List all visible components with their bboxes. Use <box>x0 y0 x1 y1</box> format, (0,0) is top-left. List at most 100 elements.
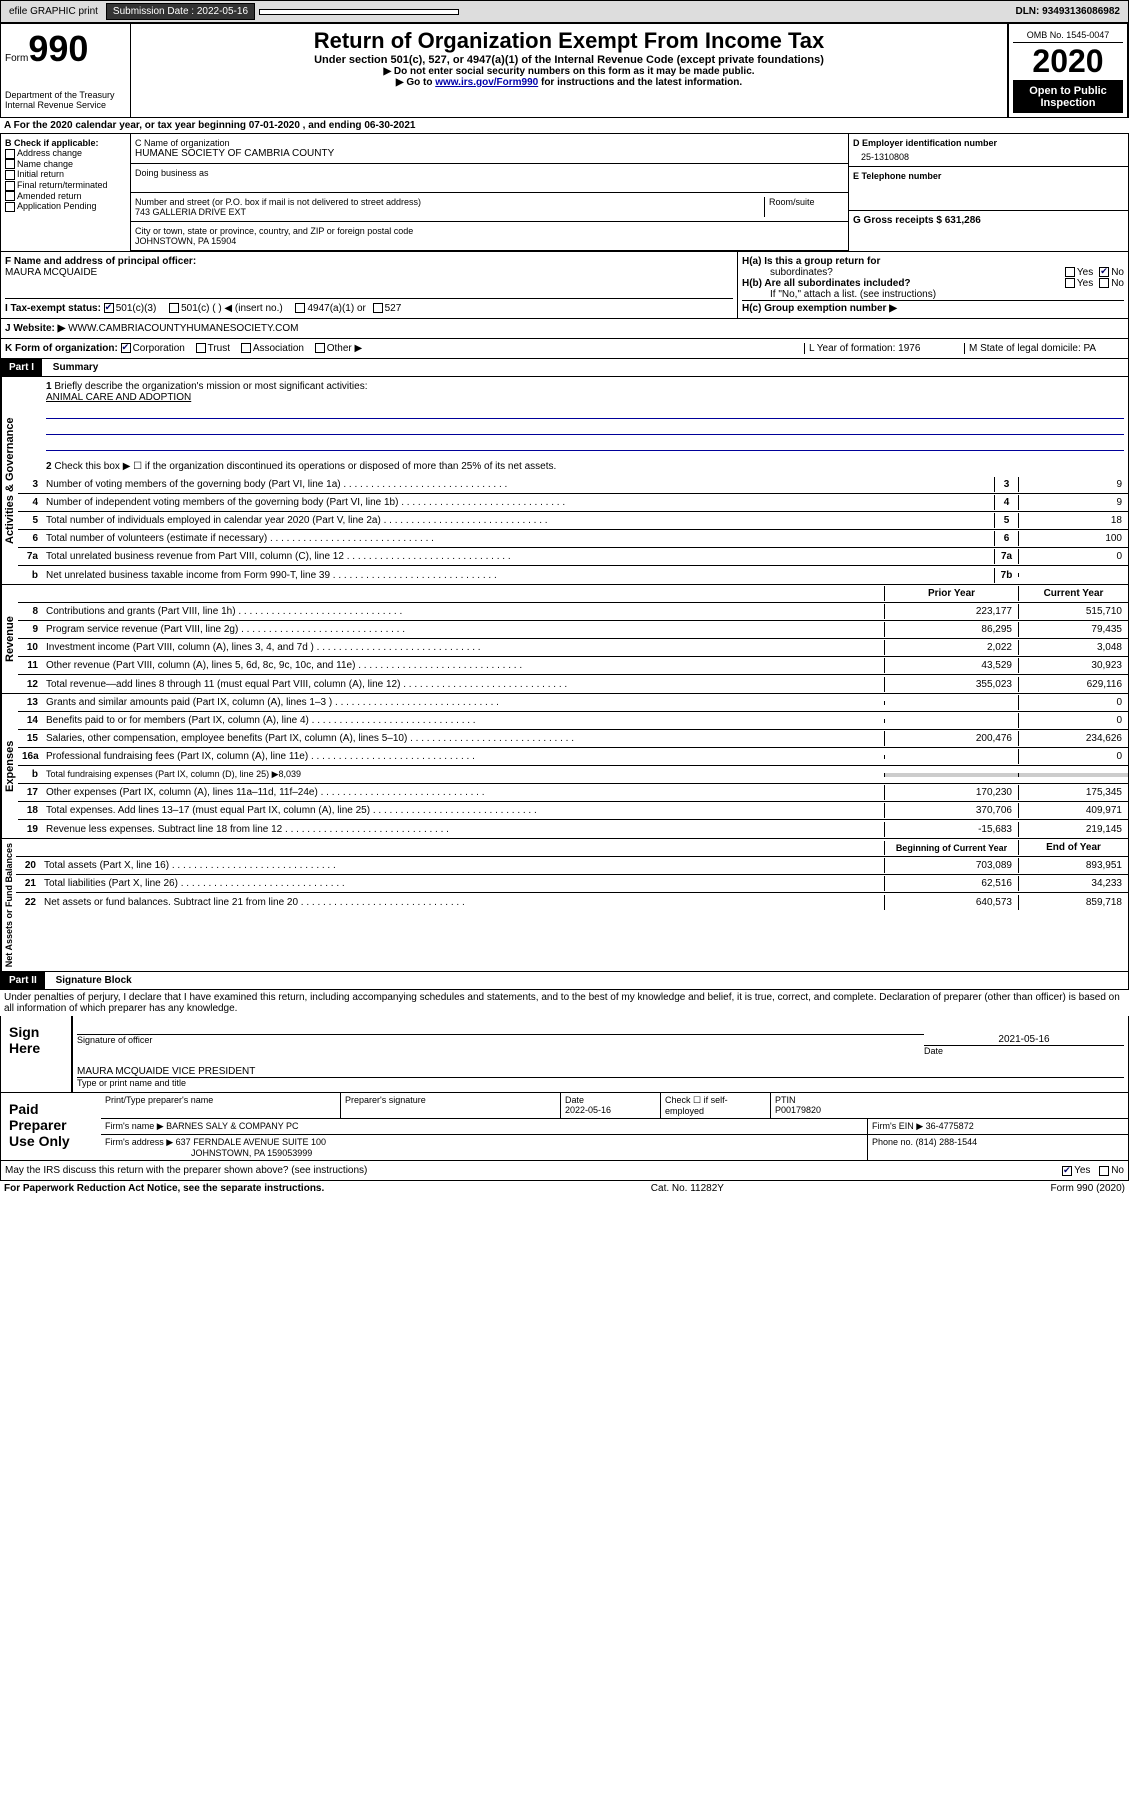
line-22: 22 Net assets or fund balances. Subtract… <box>16 893 1128 911</box>
ha-no-checkbox[interactable] <box>1099 267 1109 277</box>
501c3-checkbox[interactable] <box>104 303 114 313</box>
firm-name: BARNES SALY & COMPANY PC <box>166 1121 298 1131</box>
line-18: 18 Total expenses. Add lines 13–17 (must… <box>18 802 1128 820</box>
street-value: 743 GALLERIA DRIVE EXT <box>135 207 764 217</box>
part1-title: Summary <box>45 359 107 376</box>
4947-checkbox[interactable] <box>295 303 305 313</box>
trust-checkbox[interactable] <box>196 343 206 353</box>
room-label: Room/suite <box>764 197 844 217</box>
line-7a: 7a Total unrelated business revenue from… <box>18 548 1128 566</box>
form990-link[interactable]: www.irs.gov/Form990 <box>435 77 538 88</box>
subtitle: Under section 501(c), 527, or 4947(a)(1)… <box>135 54 1003 66</box>
line-4: 4 Number of independent voting members o… <box>18 494 1128 512</box>
main-title: Return of Organization Exempt From Incom… <box>135 28 1003 54</box>
part1-header-row: Part I Summary <box>0 359 1129 377</box>
line-14: 14 Benefits paid to or for members (Part… <box>18 712 1128 730</box>
discuss-no-checkbox[interactable] <box>1099 1166 1109 1176</box>
cat-number: Cat. No. 11282Y <box>651 1183 724 1194</box>
discuss-row: May the IRS discuss this return with the… <box>0 1161 1129 1181</box>
officer-label: F Name and address of principal officer: <box>5 256 733 267</box>
prior-year-header: Prior Year <box>884 586 1018 601</box>
hb-no-checkbox[interactable] <box>1099 278 1109 288</box>
application-pending-checkbox[interactable] <box>5 202 15 212</box>
tax-exempt-label: I Tax-exempt status: <box>5 303 101 314</box>
527-checkbox[interactable] <box>373 303 383 313</box>
other-org-checkbox[interactable] <box>315 343 325 353</box>
form-number: 990 <box>28 28 88 69</box>
firm-phone: (814) 288-1544 <box>916 1137 978 1147</box>
discuss-yes-checkbox[interactable] <box>1062 1166 1072 1176</box>
discuss-text: May the IRS discuss this return with the… <box>5 1165 1062 1176</box>
corporation-checkbox[interactable] <box>121 343 131 353</box>
line-b: b Net unrelated business taxable income … <box>18 566 1128 584</box>
omb-number: OMB No. 1545-0047 <box>1013 28 1123 43</box>
sig-date-label: Date <box>924 1045 1124 1056</box>
initial-return-checkbox[interactable] <box>5 170 15 180</box>
line-20: 20 Total assets (Part X, line 16) 703,08… <box>16 857 1128 875</box>
association-checkbox[interactable] <box>241 343 251 353</box>
prep-sig-label: Preparer's signature <box>341 1093 561 1118</box>
website-value: WWW.CAMBRIACOUNTYHUMANESOCIETY.COM <box>68 323 298 334</box>
line-b: b Total fundraising expenses (Part IX, c… <box>18 766 1128 784</box>
hb-yes-checkbox[interactable] <box>1065 278 1075 288</box>
hb-label: H(b) Are all subordinates included? <box>742 278 1065 289</box>
revenue-section: Revenue Prior Year Current Year 8 Contri… <box>0 585 1129 694</box>
part2-header-row: Part II Signature Block <box>0 972 1129 990</box>
section-c: C Name of organization HUMANE SOCIETY OF… <box>131 134 848 251</box>
year-box: OMB No. 1545-0047 2020 Open to Public In… <box>1008 24 1128 117</box>
form-number-box: Form990 Department of the Treasury Inter… <box>1 24 131 117</box>
line-17: 17 Other expenses (Part IX, column (A), … <box>18 784 1128 802</box>
prep-name-label: Print/Type preparer's name <box>101 1093 341 1118</box>
end-year-header: End of Year <box>1018 840 1128 855</box>
submission-date-button[interactable]: Submission Date : 2022-05-16 <box>106 3 255 20</box>
street-label: Number and street (or P.O. box if mail i… <box>135 197 764 207</box>
amended-return-checkbox[interactable] <box>5 191 15 201</box>
prep-date-value: 2022-05-16 <box>565 1105 611 1115</box>
line-6: 6 Total number of volunteers (estimate i… <box>18 530 1128 548</box>
firm-address2: JOHNSTOWN, PA 159053999 <box>105 1148 312 1158</box>
period-row: A For the 2020 calendar year, or tax yea… <box>0 118 1129 134</box>
q1-text: Briefly describe the organization's miss… <box>54 381 367 392</box>
part1-badge: Part I <box>1 359 42 376</box>
final-return-checkbox[interactable] <box>5 181 15 191</box>
current-year-header: Current Year <box>1018 586 1128 601</box>
officer-name: MAURA MCQUAIDE <box>5 267 733 278</box>
governance-section: Activities & Governance 1 Briefly descri… <box>0 377 1129 585</box>
sign-here-label: Sign Here <box>1 1016 71 1092</box>
website-row: J Website: ▶ WWW.CAMBRIACOUNTYHUMANESOCI… <box>0 319 1129 339</box>
form-label: Form <box>5 53 28 64</box>
ha-yes-checkbox[interactable] <box>1065 267 1075 277</box>
name-change-checkbox[interactable] <box>5 159 15 169</box>
revenue-vlabel: Revenue <box>1 585 18 693</box>
line-9: 9 Program service revenue (Part VIII, li… <box>18 621 1128 639</box>
dept-label: Department of the Treasury Internal Reve… <box>5 90 126 110</box>
line-13: 13 Grants and similar amounts paid (Part… <box>18 694 1128 712</box>
ha-label: H(a) Is this a group return for <box>742 256 1124 267</box>
gross-receipts: G Gross receipts $ 631,286 <box>853 215 1124 226</box>
hc-label: H(c) Group exemption number ▶ <box>742 300 1124 314</box>
efile-label: efile GRAPHIC print <box>3 4 104 19</box>
line-3: 3 Number of voting members of the govern… <box>18 476 1128 494</box>
open-public-badge: Open to Public Inspection <box>1013 81 1123 113</box>
tax-year: 2020 <box>1013 43 1123 81</box>
line-19: 19 Revenue less expenses. Subtract line … <box>18 820 1128 838</box>
header-title-box: Return of Organization Exempt From Incom… <box>131 24 1008 117</box>
officer-printed-name: MAURA MCQUAIDE VICE PRESIDENT <box>77 1066 1124 1077</box>
section-b-label: B Check if applicable: <box>5 138 126 148</box>
part2-badge: Part II <box>1 972 45 989</box>
topbar: efile GRAPHIC print Submission Date : 20… <box>0 0 1129 23</box>
blank-button[interactable] <box>259 9 459 15</box>
501c-checkbox[interactable] <box>169 303 179 313</box>
prep-self-employed: Check ☐ if self-employed <box>661 1093 771 1118</box>
governance-vlabel: Activities & Governance <box>1 377 18 584</box>
paperwork-notice: For Paperwork Reduction Act Notice, see … <box>4 1183 324 1194</box>
line-5: 5 Total number of individuals employed i… <box>18 512 1128 530</box>
instruction-2: ▶ Go to www.irs.gov/Form990 for instruct… <box>135 77 1003 88</box>
city-label: City or town, state or province, country… <box>135 226 844 236</box>
form-header: Form990 Department of the Treasury Inter… <box>0 23 1129 118</box>
netassets-section: Net Assets or Fund Balances Beginning of… <box>0 839 1129 972</box>
section-abcdeg: B Check if applicable: Address change Na… <box>0 134 1129 252</box>
firm-address: 637 FERNDALE AVENUE SUITE 100 <box>176 1137 326 1147</box>
address-change-checkbox[interactable] <box>5 149 15 159</box>
state-domicile: M State of legal domicile: PA <box>964 343 1124 354</box>
